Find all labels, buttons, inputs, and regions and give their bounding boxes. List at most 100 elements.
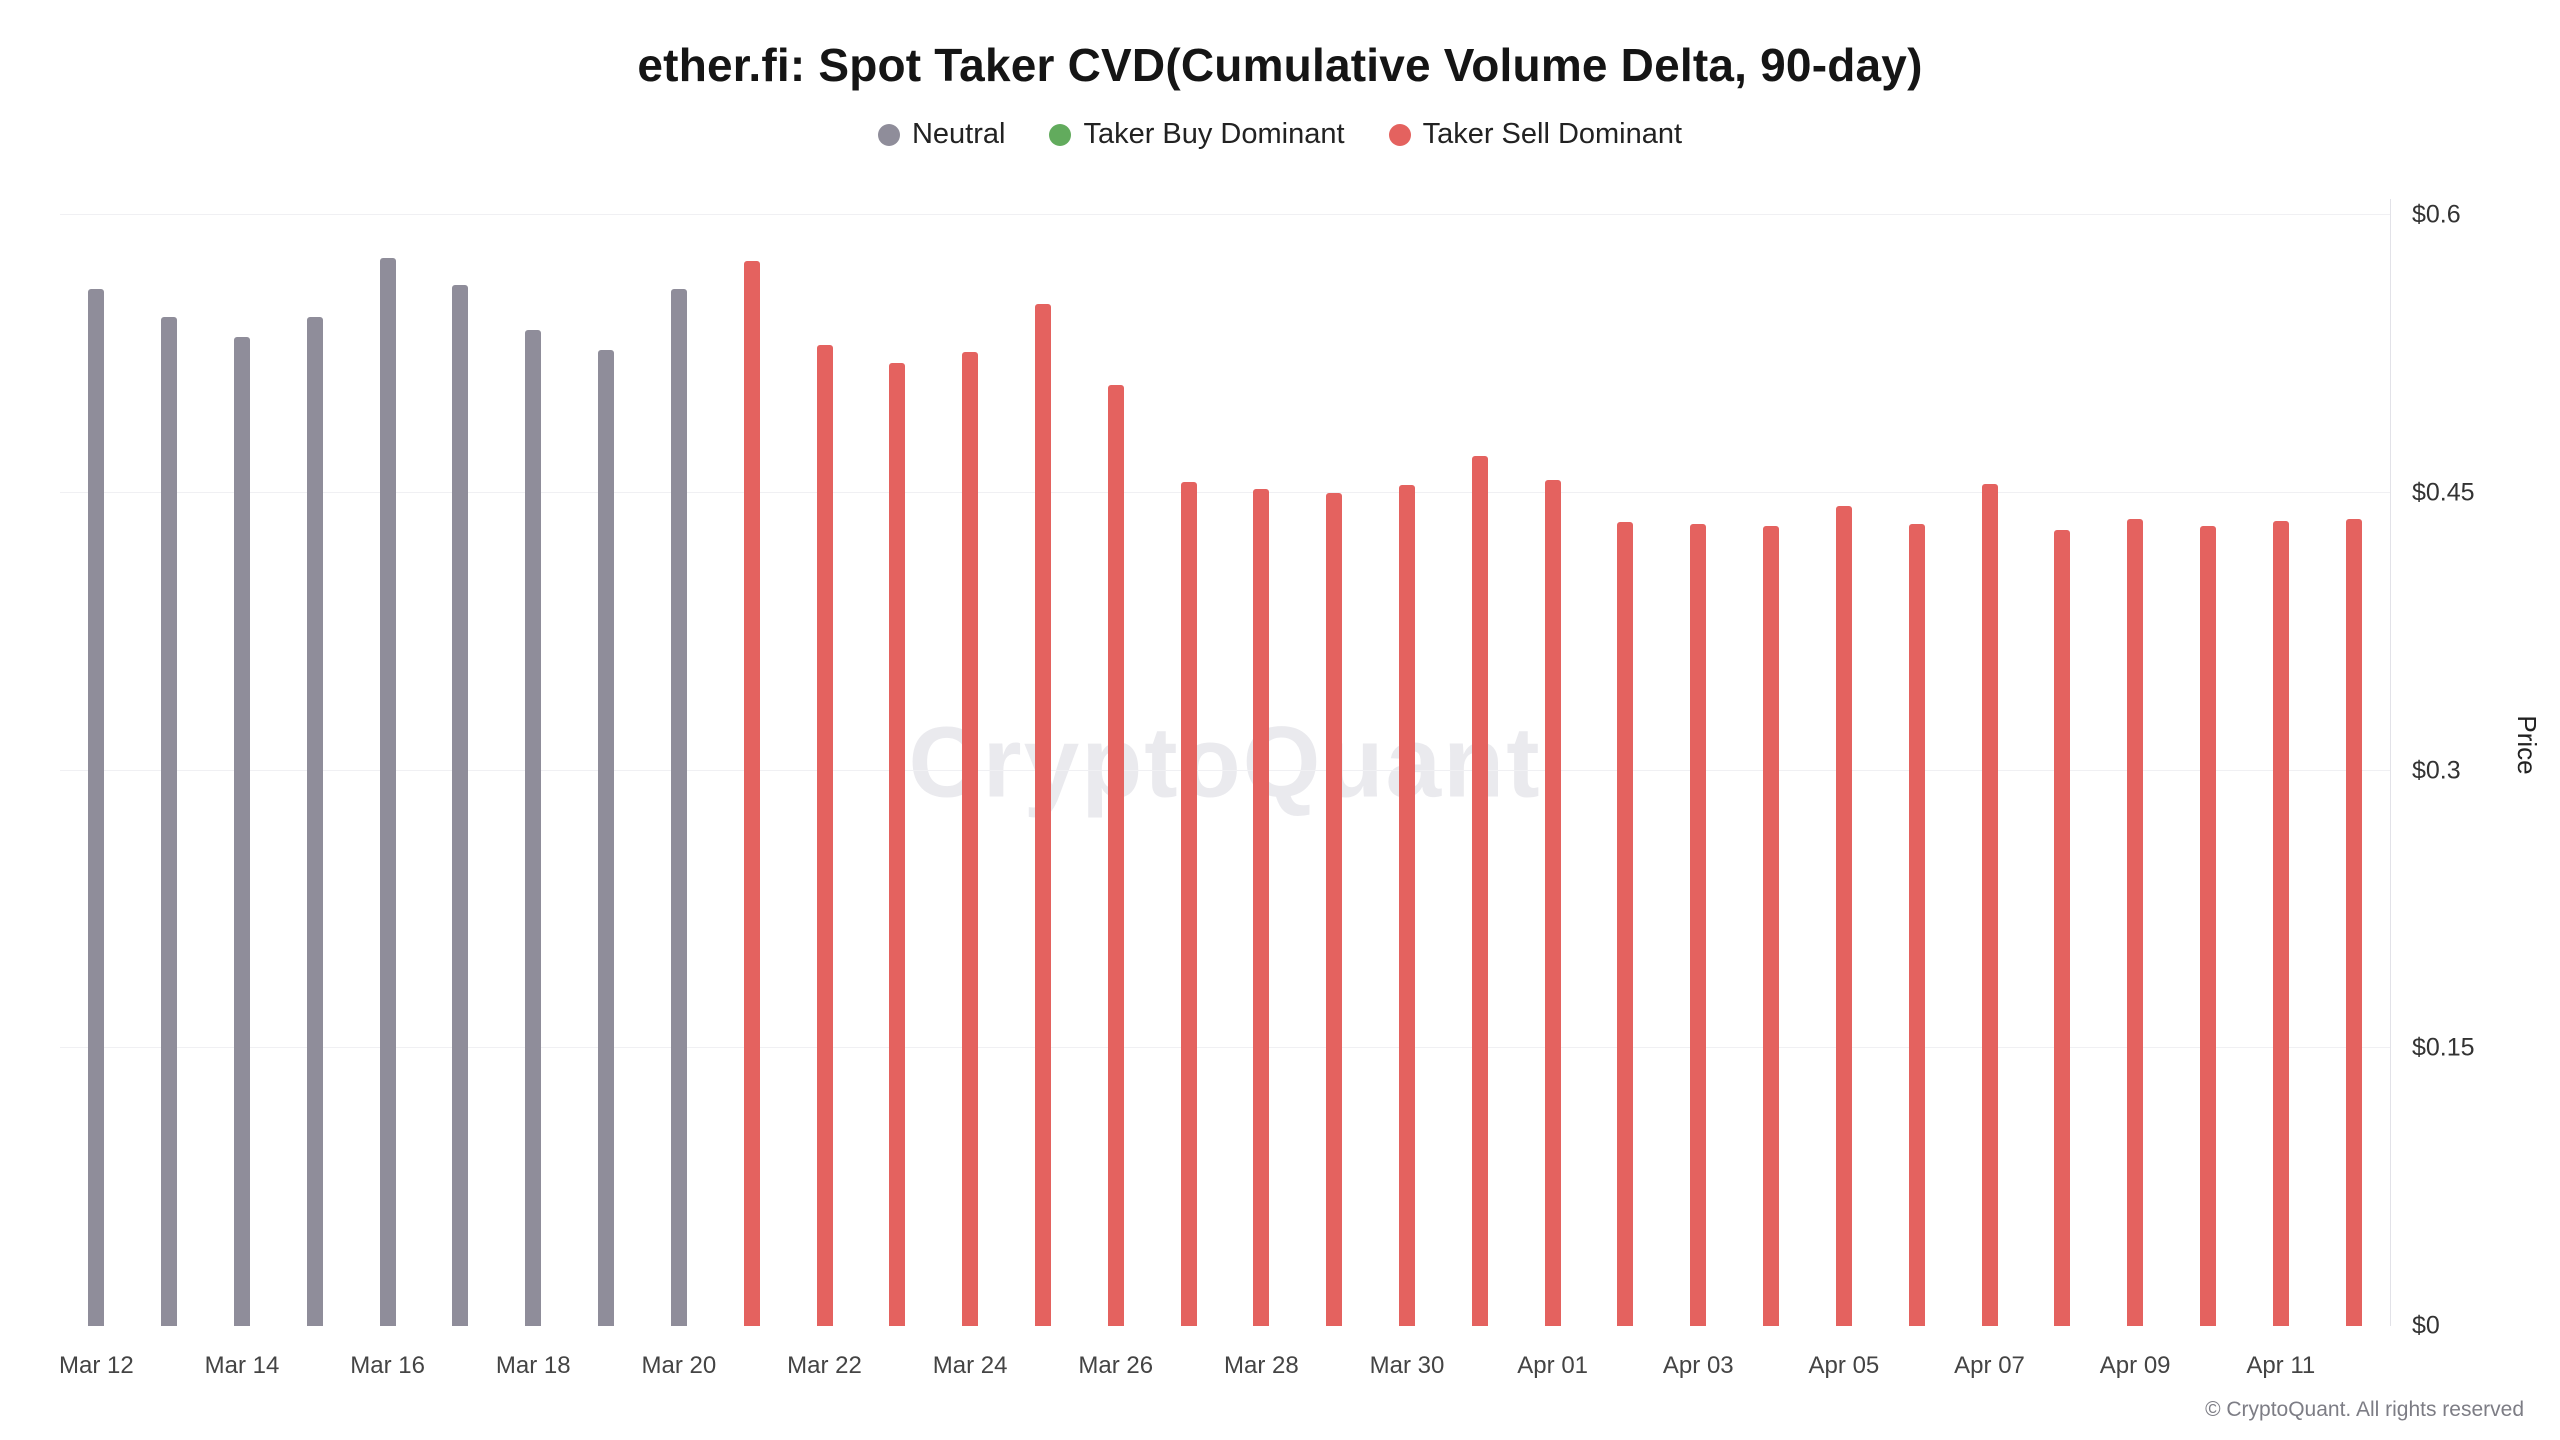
- bar-slot: [1516, 215, 1589, 1326]
- bar-slot: [1225, 215, 1298, 1326]
- bar-slot: [1735, 215, 1808, 1326]
- bar-apr-09[interactable]: [2127, 518, 2144, 1326]
- bar-mar-21[interactable]: [743, 261, 760, 1326]
- legend: Neutral Taker Buy Dominant Taker Sell Do…: [0, 118, 2560, 151]
- bar-slot: [1589, 215, 1662, 1326]
- gridline: [60, 769, 2390, 771]
- x-axis-tick: Mar 22: [787, 1352, 862, 1379]
- bar-mar-24[interactable]: [962, 352, 979, 1326]
- x-axis-tick: Mar 18: [495, 1352, 571, 1379]
- bar-slot: [1007, 215, 1080, 1326]
- bar-apr-10[interactable]: [2199, 526, 2216, 1326]
- bar-mar-18[interactable]: [525, 329, 542, 1326]
- bar-slot: [424, 215, 497, 1326]
- bar-mar-16[interactable]: [379, 257, 396, 1326]
- bar-slot: [2026, 215, 2099, 1326]
- bar-mar-29[interactable]: [1326, 492, 1343, 1326]
- bar-slot: [1298, 215, 1371, 1326]
- y-axis-tick: $0.3: [2412, 756, 2461, 784]
- bar-apr-07[interactable]: [1981, 483, 1998, 1326]
- bar-mar-15[interactable]: [306, 316, 323, 1326]
- bar-slot: [2099, 215, 2172, 1326]
- bar-slot: [715, 215, 788, 1326]
- bar-apr-08[interactable]: [2054, 529, 2071, 1326]
- bar-apr-03[interactable]: [1690, 524, 1707, 1326]
- bar-slot: [1443, 215, 1516, 1326]
- bar-mar-31[interactable]: [1471, 455, 1488, 1326]
- bar-mar-25[interactable]: [1034, 303, 1051, 1326]
- y-axis-tick: $0.45: [2412, 478, 2475, 507]
- x-axis-tick: Mar 26: [1078, 1352, 1154, 1379]
- bar-slot: [570, 215, 643, 1326]
- x-axis-tick: Mar 24: [932, 1352, 1008, 1379]
- y-axis-tick: $0: [2412, 1311, 2440, 1340]
- bar-slot: [861, 215, 934, 1326]
- bar-apr-06[interactable]: [1908, 524, 1925, 1326]
- x-axis-tick: Apr 05: [1808, 1352, 1880, 1379]
- bar-slot: [934, 215, 1007, 1326]
- x-axis-tick: Mar 12: [59, 1352, 134, 1379]
- x-axis-tick: Apr 11: [2246, 1352, 2316, 1379]
- bar-mar-17[interactable]: [452, 285, 469, 1326]
- legend-swatch-sell-icon: [1388, 123, 1411, 146]
- bar-slot: [1371, 215, 1444, 1326]
- bar-mar-27[interactable]: [1180, 481, 1197, 1326]
- legend-item-taker-buy-dominant[interactable]: Taker Buy Dominant: [1049, 118, 1345, 151]
- legend-item-neutral[interactable]: Neutral: [877, 118, 1005, 151]
- bar-slot: [60, 215, 133, 1326]
- y-axis-tick: $0.6: [2412, 200, 2461, 229]
- gridline: [60, 214, 2390, 215]
- bar-apr-05[interactable]: [1835, 505, 1852, 1326]
- bar-slot: [133, 215, 206, 1326]
- chart-title: ether.fi: Spot Taker CVD(Cumulative Volu…: [637, 39, 1923, 91]
- bar-slot: [351, 215, 424, 1326]
- x-axis-tick: Mar 16: [350, 1352, 426, 1379]
- bar-slot: [497, 215, 570, 1326]
- bar-slot: [1662, 215, 1735, 1326]
- x-axis-tick: Mar 28: [1224, 1352, 1299, 1379]
- bar-apr-02[interactable]: [1617, 522, 1634, 1326]
- bar-mar-28[interactable]: [1253, 489, 1270, 1326]
- bar-slot: [278, 215, 351, 1326]
- legend-label-taker-sell-dominant: Taker Sell Dominant: [1422, 118, 1683, 150]
- bar-mar-20[interactable]: [670, 289, 687, 1326]
- bar-slot: [2244, 215, 2317, 1326]
- bar-mar-22[interactable]: [816, 344, 833, 1326]
- bar-mar-23[interactable]: [889, 363, 906, 1326]
- bar-slot: [1808, 215, 1881, 1326]
- bar-slot: [1880, 215, 1953, 1326]
- x-axis-tick: Mar 14: [204, 1352, 280, 1379]
- bar-slot: [1152, 215, 1225, 1326]
- bar-apr-12[interactable]: [2345, 518, 2362, 1326]
- bar-slot: [643, 215, 716, 1326]
- bar-apr-04[interactable]: [1763, 526, 1780, 1326]
- x-axis-tick: Apr 03: [1662, 1352, 1734, 1379]
- gridline: [60, 1047, 2390, 1049]
- bar-mar-14[interactable]: [234, 337, 251, 1326]
- legend-item-taker-sell-dominant[interactable]: Taker Sell Dominant: [1388, 118, 1683, 151]
- bar-mar-26[interactable]: [1107, 385, 1124, 1326]
- plot-area: CryptoQuant: [60, 199, 2391, 1326]
- bar-slot: [788, 215, 861, 1326]
- bar-slot: [2172, 215, 2245, 1326]
- bar-apr-01[interactable]: [1544, 479, 1561, 1326]
- x-axis-tick: Apr 01: [1517, 1352, 1589, 1379]
- bar-slot: [2317, 215, 2390, 1326]
- bar-slot: [206, 215, 279, 1326]
- y-axis-title: Price: [2512, 715, 2542, 775]
- bar-mar-30[interactable]: [1399, 485, 1416, 1326]
- gridline: [60, 491, 2390, 493]
- bar-mar-13[interactable]: [161, 316, 178, 1326]
- bar-apr-11[interactable]: [2272, 520, 2289, 1326]
- legend-swatch-buy-icon: [1049, 123, 1072, 146]
- x-axis-tick: Apr 09: [2099, 1352, 2171, 1379]
- legend-swatch-neutral-icon: [877, 123, 900, 146]
- x-axis-tick: Mar 30: [1369, 1352, 1445, 1379]
- copyright-note: © CryptoQuant. All rights reserved: [2205, 1398, 2524, 1421]
- watermark: CryptoQuant: [908, 706, 1542, 818]
- bar-mar-19[interactable]: [598, 350, 615, 1326]
- x-axis-tick: Mar 20: [641, 1352, 717, 1379]
- x-axis-tick: Apr 07: [1954, 1352, 2025, 1379]
- bar-mar-12[interactable]: [88, 289, 105, 1326]
